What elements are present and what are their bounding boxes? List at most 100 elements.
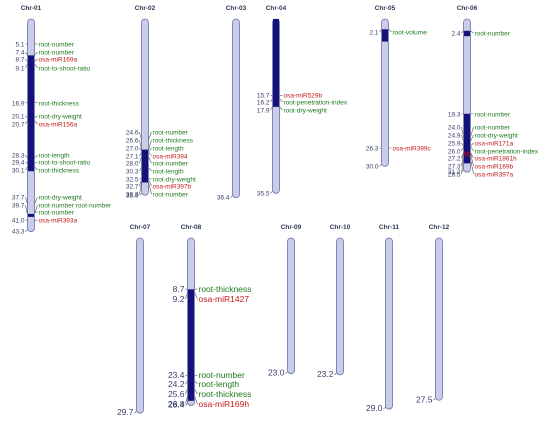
chr-05-marker-position-1: 26.3	[366, 145, 379, 152]
chr-02-marker-tick-right-3	[148, 151, 152, 157]
chr-01-marker-tick-left-6	[25, 120, 28, 125]
chr-06-marker-label-6: osa-miR1861h	[475, 155, 518, 162]
chr-11-end-position: 29.0	[366, 403, 383, 413]
chr-05-marker-tick-left-0	[379, 29, 382, 33]
chr-01-marker-position-2: 8.7	[15, 56, 24, 63]
chr-02-title: Chr-02	[135, 5, 156, 12]
chr-09-bar	[287, 237, 295, 375]
chr-06-marker-label-0: root-number	[475, 30, 511, 37]
chr-04-marker-label-0: osa-miR529b	[284, 92, 323, 99]
chr-01-marker-label-4: root-thickness	[39, 100, 80, 107]
chr-06-qtl-segment-1	[464, 113, 470, 164]
chr-05-marker-position-0: 2.1	[369, 29, 378, 36]
chr-06-marker-label-1: root-number	[475, 111, 511, 118]
chr-02-marker-label-2: root-length	[153, 145, 184, 152]
chr-02-marker-label-7: osa-miR397b	[153, 183, 192, 190]
chr-06-marker-label-8: osa-miR397a	[475, 171, 514, 178]
chr-04-marker-tick-left-1	[270, 98, 273, 103]
chr-02-marker-label-4: root-number	[153, 160, 189, 167]
chr-02-end-position: 35.9	[126, 192, 139, 199]
chr-08-marker-tick-left-4	[185, 388, 188, 395]
chr-04-marker-tick-right-0	[279, 94, 283, 97]
chr-12-bar	[435, 237, 443, 401]
chr-07-title: Chr-07	[130, 224, 151, 231]
chr-02-marker-tick-left-3	[139, 151, 142, 157]
chr-01-qtl-segment-1	[28, 213, 34, 217]
chr-06-marker-label-5: root-penetration-index	[475, 148, 539, 155]
chr-02-marker-tick-left-1	[139, 139, 142, 150]
chr-08-marker-position-0: 8.7	[173, 284, 185, 294]
chr-01-marker-position-1: 7.4	[15, 49, 24, 56]
chr-06-marker-tick-right-6	[470, 152, 474, 159]
chr-10-end-position: 23.2	[317, 369, 334, 379]
chr-04-title: Chr-04	[266, 5, 287, 12]
chr-02-qtl-segment-0	[142, 149, 148, 183]
chr-03-bar	[232, 18, 240, 199]
chr-02-marker-position-3: 27.1	[126, 153, 139, 160]
chr-06-marker-tick-left-4	[461, 142, 464, 147]
chr-06-marker-position-4: 25.9	[448, 140, 461, 147]
chr-01-marker-position-11: 39.7	[12, 202, 25, 209]
chr-01-marker-label-13: osa-miR393a	[39, 217, 78, 224]
chr-05-marker-label-1: osa-miR399c	[393, 145, 432, 152]
chr-06-title: Chr-06	[457, 5, 478, 12]
chr-01-marker-tick-left-11	[25, 204, 28, 214]
chr-06-marker-label-4: osa-miR171a	[475, 140, 514, 147]
chr-01-marker-tick-left-2	[25, 58, 28, 62]
chr-04-marker-position-0: 15.7	[257, 92, 270, 99]
chr-02-marker-tick-right-8	[148, 182, 152, 195]
chr-06-marker-tick-right-0	[470, 30, 474, 34]
chr-01-marker-label-1: root-number	[39, 49, 75, 56]
chr-01-marker-position-9: 30.1	[12, 167, 25, 174]
chr-06-marker-tick-left-2	[461, 126, 464, 137]
chr-06-marker-position-0: 2.4	[451, 30, 460, 37]
chr-06-marker-position-8: 28.5	[448, 171, 461, 178]
chr-06-marker-tick-right-7	[470, 152, 474, 167]
chr-06-marker-position-6: 27.2	[448, 155, 461, 162]
chr-08-marker-label-2: root-number	[199, 370, 245, 380]
chr-06-marker-tick-left-0	[461, 30, 464, 34]
chr-02-marker-tick-left-2	[139, 147, 142, 152]
chr-08-end-position: 28.4	[168, 400, 185, 410]
chr-01-marker-position-10: 37.7	[12, 194, 25, 201]
chr-02-marker-label-3: osa-miR394	[153, 153, 188, 160]
chr-02-marker-position-2: 27.0	[126, 145, 139, 152]
chr-08-marker-tick-left-2	[185, 374, 188, 377]
chr-02-marker-position-7: 32.7	[126, 183, 139, 190]
chr-08-marker-label-4: root-thickness	[199, 389, 252, 399]
chr-02-marker-tick-right-4	[148, 156, 152, 164]
chr-08-marker-label-1: osa-miR1427	[199, 294, 250, 304]
chr-08-marker-tick-right-4	[194, 388, 198, 395]
chr-01-marker-tick-right-11	[34, 204, 38, 215]
chr-06-marker-label-7: osa-miR169b	[475, 163, 514, 170]
chr-01-marker-tick-right-4	[34, 101, 38, 104]
chr-06-end-position: 31.2	[448, 169, 461, 176]
chr-02-marker-label-0: root-number	[153, 129, 189, 136]
chr-04-marker-tick-right-1	[279, 98, 283, 103]
chr-08-marker-position-5: 26.8	[168, 399, 185, 409]
chr-01-marker-position-0: 5.1	[15, 41, 24, 48]
chr-12-end-tick	[433, 398, 436, 401]
chr-08-marker-label-0: root-thickness	[199, 284, 252, 294]
chr-05-end-tick	[379, 164, 382, 167]
chr-01-marker-tick-right-1	[34, 51, 38, 56]
chr-02-marker-tick-left-4	[139, 156, 142, 164]
chr-06-marker-tick-right-8	[470, 158, 474, 175]
chr-06-marker-tick-left-8	[461, 158, 464, 175]
chr-08-marker-tick-left-5	[185, 396, 188, 405]
chr-06-marker-position-2: 24.0	[448, 124, 461, 131]
chr-02-marker-tick-right-7	[148, 179, 152, 187]
chr-01-marker-tick-left-7	[25, 154, 28, 159]
chr-01-marker-position-8: 29.4	[12, 159, 25, 166]
chr-01-marker-tick-left-5	[25, 115, 28, 118]
chr-01-marker-tick-left-10	[25, 196, 28, 205]
chr-01-marker-position-13: 41.0	[12, 217, 25, 224]
chr-05-title: Chr-05	[375, 5, 396, 12]
chr-11-end-tick	[383, 406, 386, 410]
chr-01-marker-tick-right-8	[34, 161, 38, 164]
chr-04-marker-tick-left-0	[270, 94, 273, 97]
chr-08-marker-position-2: 23.4	[168, 370, 185, 380]
chr-06-marker-position-7: 27.3	[448, 163, 461, 170]
chr-01-marker-tick-left-8	[25, 161, 28, 164]
chr-01-marker-tick-right-2	[34, 58, 38, 62]
